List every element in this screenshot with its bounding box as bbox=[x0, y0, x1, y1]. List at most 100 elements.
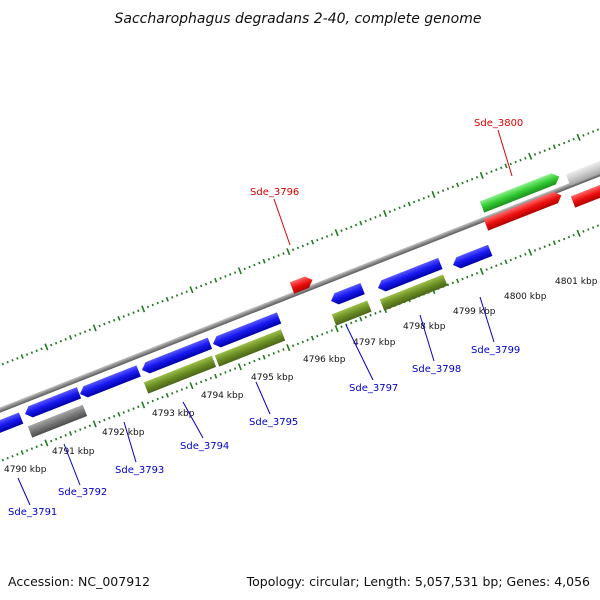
lower-tick-ruler bbox=[0, 224, 600, 466]
gene-feature[interactable] bbox=[214, 329, 286, 367]
ruler-tick bbox=[576, 133, 581, 141]
ruler-tick bbox=[591, 226, 595, 229]
ruler-tick bbox=[325, 331, 329, 334]
gene-feature[interactable] bbox=[479, 171, 562, 213]
ruler-tick bbox=[310, 239, 315, 245]
ruler-tick bbox=[316, 238, 319, 242]
ruler-tick bbox=[171, 296, 174, 299]
gene-feature[interactable] bbox=[211, 312, 282, 349]
ruler-tick bbox=[98, 420, 101, 424]
ruler-tick bbox=[446, 283, 450, 287]
gene-feature[interactable] bbox=[570, 181, 600, 208]
gene-feature[interactable] bbox=[329, 282, 365, 307]
ruler-tick bbox=[180, 388, 184, 391]
ruler-tick bbox=[185, 386, 188, 389]
ruler-tick bbox=[122, 411, 125, 414]
gene-label-sde-3797[interactable]: Sde_3797 bbox=[349, 383, 398, 394]
ruler-tick bbox=[50, 439, 53, 443]
ruler-tick bbox=[296, 246, 300, 250]
gene-feature[interactable] bbox=[483, 190, 564, 231]
ruler-tick bbox=[330, 329, 333, 332]
gene-feature[interactable] bbox=[78, 365, 141, 399]
ruler-tick bbox=[552, 240, 556, 246]
ruler-tick bbox=[272, 352, 275, 355]
ruler-tick bbox=[466, 179, 469, 183]
ruler-tick bbox=[6, 360, 9, 364]
gene-feature[interactable] bbox=[27, 404, 88, 438]
kbp-label: 4793 kbp bbox=[152, 409, 195, 419]
ruler-tick bbox=[286, 344, 291, 352]
ruler-tick bbox=[112, 414, 116, 418]
ruler-tick bbox=[286, 248, 291, 256]
gene-feature[interactable] bbox=[23, 387, 82, 419]
ruler-tick bbox=[582, 230, 585, 233]
ruler-tick bbox=[528, 152, 533, 160]
gene-feature[interactable] bbox=[140, 337, 213, 376]
ruler-tick bbox=[59, 435, 63, 439]
ruler-tick bbox=[591, 130, 595, 133]
ruler-tick bbox=[548, 147, 551, 151]
gene-label-sde-3791[interactable]: Sde_3791 bbox=[8, 507, 57, 518]
ruler-tick bbox=[204, 282, 208, 286]
kbp-label: 4801 kbp bbox=[555, 277, 598, 287]
ruler-tick bbox=[161, 299, 164, 303]
ruler-tick bbox=[141, 305, 146, 313]
ruler-tick bbox=[379, 214, 382, 217]
ruler-tick bbox=[504, 163, 508, 169]
ruler-tick bbox=[25, 353, 29, 356]
gene-feature[interactable] bbox=[331, 300, 372, 326]
genome-title: Saccharophagus degradans 2-40, complete … bbox=[115, 11, 482, 27]
ruler-tick bbox=[504, 259, 508, 265]
ruler-tick bbox=[204, 378, 208, 382]
ruler-tick bbox=[146, 305, 150, 309]
gene-label-sde-3794[interactable]: Sde_3794 bbox=[180, 441, 229, 452]
ruler-tick bbox=[6, 456, 9, 460]
gene-label-sde-3792[interactable]: Sde_3792 bbox=[58, 487, 107, 498]
ruler-tick bbox=[485, 268, 488, 271]
ruler-tick bbox=[524, 252, 527, 256]
ruler-tick bbox=[282, 348, 285, 351]
gene-feature[interactable] bbox=[289, 274, 315, 294]
ruler-tick bbox=[233, 271, 237, 274]
ruler-tick bbox=[165, 296, 169, 302]
ruler-tick bbox=[495, 168, 498, 171]
ruler-tick bbox=[393, 208, 396, 211]
gene-feature[interactable] bbox=[379, 274, 448, 311]
ruler-tick bbox=[461, 181, 464, 185]
gene-feature[interactable] bbox=[143, 355, 217, 394]
ruler-tick bbox=[354, 223, 358, 227]
ruler-tick bbox=[229, 273, 232, 276]
ruler-tick bbox=[233, 367, 237, 370]
gene-label-sde-3796[interactable]: Sde_3796 bbox=[250, 187, 299, 198]
ruler-tick bbox=[195, 286, 198, 290]
gene-feature[interactable] bbox=[376, 257, 443, 294]
ruler-tick bbox=[437, 191, 440, 194]
ruler-tick bbox=[500, 166, 503, 170]
ruler-tick bbox=[92, 324, 97, 332]
ruler-tick bbox=[417, 198, 421, 202]
accession-text: Accession: NC_007912 bbox=[8, 574, 150, 589]
gene-label-sde-3799[interactable]: Sde_3799 bbox=[471, 345, 520, 356]
gene-feature[interactable] bbox=[0, 412, 24, 434]
ruler-tick bbox=[369, 313, 372, 317]
gene-label-sde-3800[interactable]: Sde_3800 bbox=[474, 118, 523, 129]
gene-label-sde-3793[interactable]: Sde_3793 bbox=[115, 465, 164, 476]
ruler-tick bbox=[567, 235, 571, 239]
ruler-tick bbox=[369, 217, 372, 221]
gene-feature[interactable] bbox=[565, 159, 600, 186]
gene-feature[interactable] bbox=[451, 244, 493, 271]
ruler-tick bbox=[237, 363, 242, 371]
genome-backbone bbox=[0, 147, 600, 417]
ruler-tick bbox=[248, 265, 251, 269]
ruler-tick bbox=[11, 455, 14, 458]
kbp-label: 4795 kbp bbox=[251, 373, 294, 383]
gene-label-sde-3795[interactable]: Sde_3795 bbox=[249, 417, 298, 428]
gene-label-sde-3798[interactable]: Sde_3798 bbox=[412, 364, 461, 375]
ruler-tick bbox=[132, 311, 135, 314]
ruler-tick bbox=[427, 195, 430, 198]
ruler-tick bbox=[562, 237, 566, 241]
ruler-tick bbox=[485, 172, 488, 175]
ruler-tick bbox=[296, 342, 300, 346]
ruler-tick bbox=[316, 334, 319, 338]
ruler-tick bbox=[83, 426, 87, 429]
